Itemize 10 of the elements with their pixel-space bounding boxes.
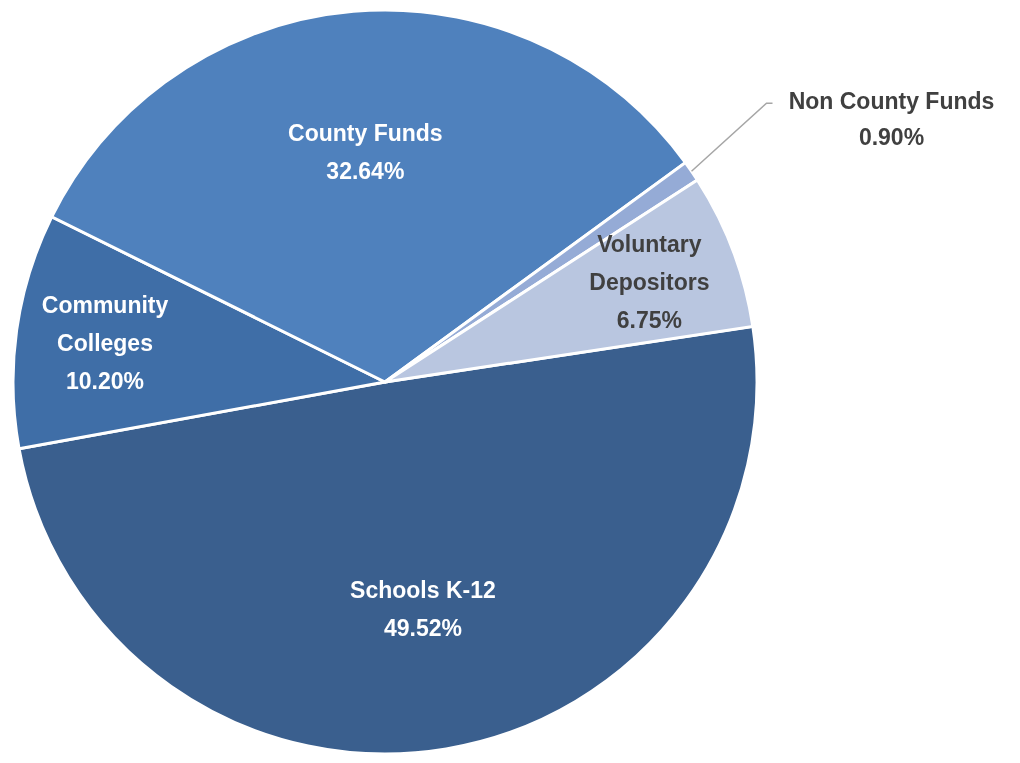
data-label: 49.52% xyxy=(383,615,462,642)
slice-label: Non County Funds xyxy=(788,88,995,115)
data-label: 6.75% xyxy=(616,306,682,333)
data-label: 0.90% xyxy=(858,124,925,151)
slice-label: Voluntary Depositors xyxy=(589,230,710,295)
slice-label: County Funds xyxy=(288,120,443,147)
data-label: 10.20% xyxy=(66,367,145,394)
slice-label: Schools K-12 xyxy=(350,577,496,604)
slice-label: Community Colleges xyxy=(41,291,169,356)
data-label: 32.64% xyxy=(326,158,405,185)
